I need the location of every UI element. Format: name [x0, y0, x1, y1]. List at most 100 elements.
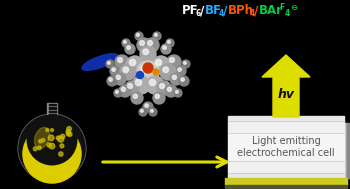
Circle shape: [119, 85, 131, 97]
Circle shape: [139, 108, 147, 116]
Text: 4: 4: [250, 9, 255, 19]
Circle shape: [167, 87, 172, 91]
Circle shape: [66, 132, 70, 136]
Circle shape: [152, 56, 170, 74]
Circle shape: [179, 76, 189, 86]
Circle shape: [121, 87, 125, 91]
Circle shape: [153, 32, 161, 40]
Circle shape: [136, 71, 144, 78]
Circle shape: [120, 64, 136, 80]
Circle shape: [175, 91, 178, 93]
Circle shape: [68, 132, 72, 136]
Circle shape: [112, 68, 116, 71]
Circle shape: [19, 115, 85, 181]
Circle shape: [181, 78, 184, 81]
Circle shape: [18, 114, 86, 182]
FancyBboxPatch shape: [225, 185, 347, 188]
Circle shape: [145, 104, 148, 107]
Circle shape: [67, 127, 71, 131]
FancyBboxPatch shape: [344, 123, 346, 178]
Circle shape: [163, 46, 166, 49]
Text: /: /: [254, 5, 258, 18]
Ellipse shape: [34, 127, 50, 149]
Circle shape: [66, 130, 70, 134]
Text: ⊖: ⊖: [290, 2, 297, 12]
Circle shape: [170, 58, 175, 63]
Circle shape: [135, 32, 143, 40]
Circle shape: [128, 84, 133, 88]
Circle shape: [166, 39, 174, 47]
Text: 4: 4: [219, 9, 224, 19]
Circle shape: [167, 55, 181, 69]
FancyBboxPatch shape: [228, 116, 344, 121]
Circle shape: [118, 58, 122, 63]
Circle shape: [182, 60, 190, 68]
Circle shape: [123, 67, 128, 73]
Circle shape: [165, 85, 177, 97]
Circle shape: [149, 108, 157, 116]
Circle shape: [137, 61, 159, 83]
Circle shape: [116, 75, 120, 79]
Circle shape: [33, 147, 37, 151]
Circle shape: [140, 109, 143, 112]
Circle shape: [150, 109, 153, 112]
Circle shape: [161, 44, 171, 54]
Circle shape: [155, 94, 159, 98]
Text: /: /: [223, 5, 227, 18]
FancyBboxPatch shape: [228, 121, 344, 133]
Circle shape: [50, 129, 54, 132]
Circle shape: [133, 94, 138, 98]
Circle shape: [114, 89, 122, 97]
Circle shape: [153, 92, 165, 104]
Circle shape: [58, 136, 64, 142]
FancyBboxPatch shape: [49, 104, 56, 117]
FancyBboxPatch shape: [347, 123, 349, 178]
Circle shape: [160, 84, 164, 88]
Text: BF: BF: [205, 5, 222, 18]
Circle shape: [174, 89, 182, 97]
Circle shape: [141, 65, 149, 73]
Circle shape: [46, 128, 49, 132]
Circle shape: [145, 38, 159, 52]
Circle shape: [47, 143, 51, 147]
FancyBboxPatch shape: [345, 123, 348, 178]
Circle shape: [176, 66, 186, 76]
Text: Light emitting
electrochemical cell: Light emitting electrochemical cell: [237, 136, 335, 158]
Circle shape: [59, 152, 63, 156]
Circle shape: [114, 73, 126, 85]
FancyBboxPatch shape: [228, 133, 344, 161]
Circle shape: [107, 76, 117, 86]
Text: BAr: BAr: [259, 5, 283, 18]
FancyBboxPatch shape: [228, 173, 344, 178]
Circle shape: [109, 78, 112, 81]
Circle shape: [140, 46, 156, 62]
Circle shape: [61, 134, 65, 139]
Circle shape: [143, 102, 153, 112]
Circle shape: [135, 79, 142, 86]
Circle shape: [170, 73, 182, 85]
Circle shape: [163, 67, 169, 73]
Circle shape: [178, 68, 181, 71]
Circle shape: [107, 61, 110, 64]
Circle shape: [183, 61, 186, 64]
Circle shape: [168, 40, 170, 43]
Circle shape: [38, 139, 42, 143]
Circle shape: [127, 46, 130, 49]
Circle shape: [132, 76, 150, 94]
Circle shape: [131, 92, 143, 104]
Circle shape: [155, 59, 162, 66]
FancyBboxPatch shape: [228, 161, 344, 173]
Text: /: /: [200, 5, 204, 18]
Circle shape: [143, 63, 153, 73]
Ellipse shape: [82, 54, 118, 70]
FancyBboxPatch shape: [47, 103, 57, 117]
Circle shape: [140, 41, 145, 46]
Circle shape: [137, 38, 151, 52]
Circle shape: [56, 136, 60, 140]
Text: hv: hv: [278, 88, 294, 101]
Circle shape: [146, 76, 164, 94]
Circle shape: [60, 144, 64, 148]
Circle shape: [143, 49, 148, 55]
Circle shape: [122, 39, 130, 47]
Circle shape: [116, 91, 118, 93]
